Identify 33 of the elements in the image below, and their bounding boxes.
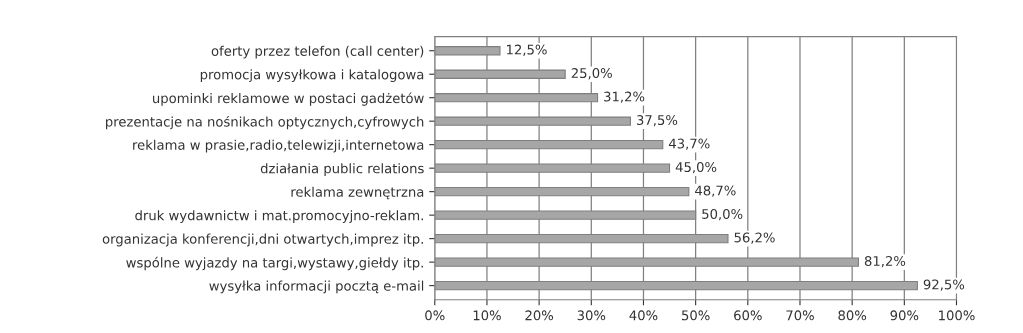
y-tick-label: wysyłka informacji pocztą e-mail: [209, 280, 424, 294]
y-tick-label: druk wydawnictw i mat.promocyjno-reklam.: [135, 210, 423, 223]
y-tick-label: działania public relations: [260, 163, 424, 176]
x-tick-label: 90%: [890, 310, 919, 321]
x-tick-label: 100%: [939, 310, 975, 321]
y-tick-label: oferty przez telefon (call center): [211, 45, 424, 59]
x-tick-label: 50%: [682, 310, 710, 321]
x-tick-label: 40%: [629, 310, 658, 321]
x-tick-label: 60%: [734, 310, 762, 321]
data-label: 50,0%: [702, 208, 743, 221]
x-tick-label: 10%: [473, 310, 501, 321]
data-label: 31,2%: [604, 91, 645, 103]
y-tick-label: prezentacje na nośnikach optycznych,cyfrowych: [106, 115, 424, 130]
data-label: 81,2%: [864, 255, 906, 268]
data-label: 48,7%: [695, 185, 736, 197]
x-tick-label: 70%: [786, 310, 814, 321]
y-tick-label: reklama w prasie,radio,telewizji,internetowa: [133, 139, 424, 153]
y-tick-label: upominki reklamowe w postaci gadżetów: [153, 92, 424, 106]
data-label: 25,0%: [571, 68, 612, 80]
data-label: 45,0%: [675, 162, 717, 174]
x-tick-label: 80%: [838, 310, 867, 321]
x-tick-label: 0%: [425, 310, 445, 321]
x-tick-label: 30%: [577, 310, 606, 321]
data-label: 56,2%: [734, 232, 775, 244]
data-label: 43,7%: [668, 138, 710, 150]
data-label: 37,5%: [636, 115, 678, 127]
y-tick-label: wspólne wyjazdy na targi,wystawy,giełdy itp.: [126, 256, 423, 271]
y-tick-label: organizacja konferencji,dni otwartych,imprez itp.: [102, 233, 423, 247]
y-tick-label: reklama zewnętrzna: [291, 186, 424, 200]
data-label: 92,5%: [923, 279, 965, 291]
y-tick-label: promocja wysyłkowa i katalogowa: [200, 69, 424, 82]
x-tick-label: 20%: [525, 310, 554, 321]
data-label: 12,5%: [507, 44, 547, 56]
